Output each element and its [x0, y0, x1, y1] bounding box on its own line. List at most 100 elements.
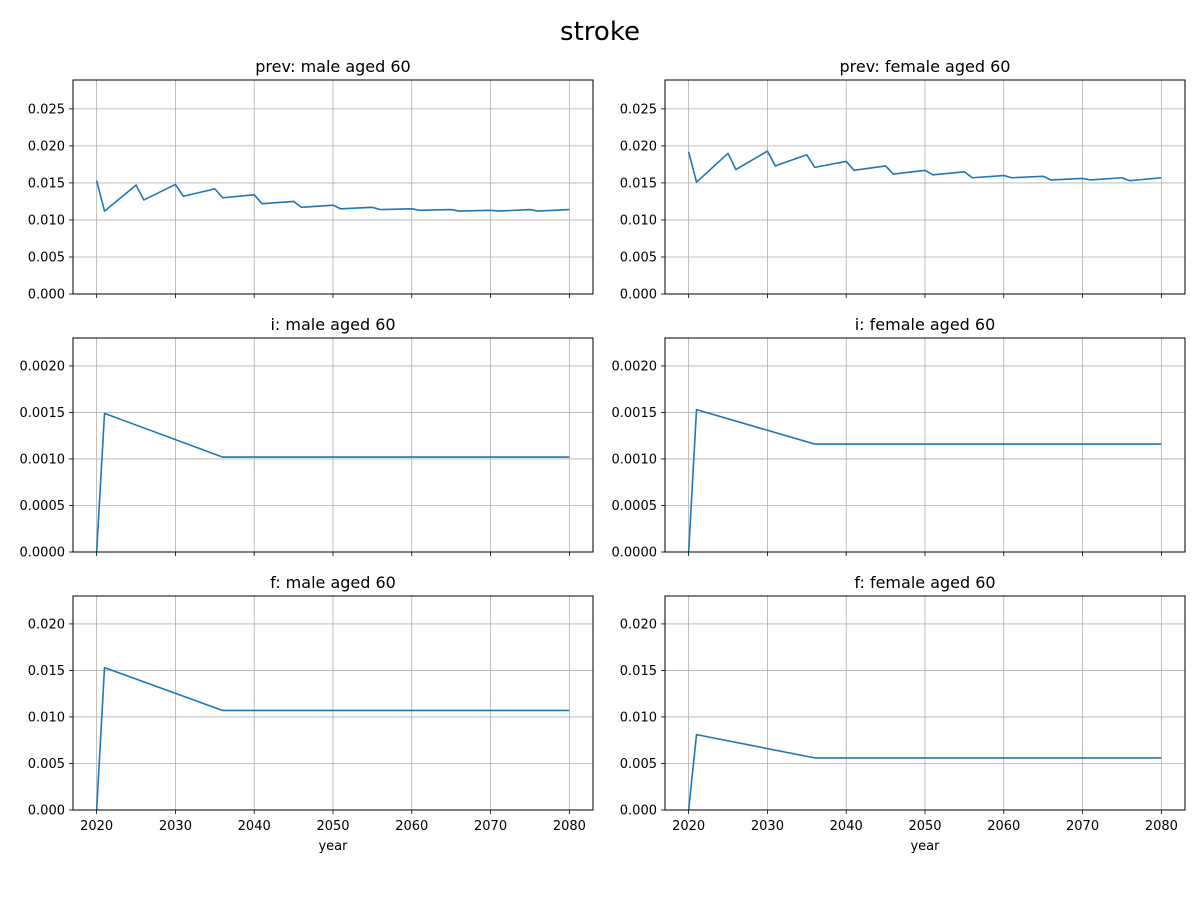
series-line: [687, 150, 1162, 183]
data-point: [104, 413, 105, 414]
y-tick-label: 0.010: [620, 710, 657, 725]
figure-title: stroke: [560, 17, 640, 47]
y-tick-label: 0.005: [620, 757, 657, 772]
y-tick-label: 0.0020: [612, 359, 658, 374]
data-point: [569, 209, 570, 210]
data-point: [964, 171, 965, 172]
data-point: [537, 210, 538, 211]
data-point: [490, 210, 491, 211]
subplot-title: prev: female aged 60: [840, 57, 1011, 76]
data-point: [814, 167, 815, 168]
y-tick-label: 0.0010: [612, 452, 658, 467]
subplot-title: prev: male aged 60: [255, 57, 410, 76]
data-point: [411, 208, 412, 209]
x-tick-label: 2050: [908, 819, 941, 834]
y-tick-label: 0.015: [620, 664, 657, 679]
y-tick-label: 0.000: [28, 804, 65, 819]
data-point: [1161, 757, 1162, 758]
data-point: [924, 170, 925, 171]
subplot-1: 0.000 0.005 0.010 0.015 0.020 0.025 prev: male…: [28, 57, 594, 303]
x-axis-label: year: [318, 839, 348, 854]
x-tick-label: 2060: [987, 819, 1020, 834]
data-point: [853, 170, 854, 171]
subplot-title: f: male aged 60: [270, 573, 396, 592]
data-point: [696, 409, 697, 410]
data-point: [1011, 177, 1012, 178]
y-tick-label: 0.020: [620, 617, 657, 632]
data-point: [529, 209, 530, 210]
y-tick-label: 0.010: [28, 710, 65, 725]
data-point: [569, 456, 570, 457]
data-point: [696, 182, 697, 183]
subplot-4: 0.0000 0.0005 0.0010 0.0015 0.0020 i: female …: [612, 315, 1186, 561]
y-tick-label: 0.0020: [20, 359, 66, 374]
series-line: [687, 733, 1162, 811]
y-tick-label: 0.0000: [612, 546, 658, 561]
data-point: [735, 169, 736, 170]
y-tick-label: 0.020: [28, 617, 65, 632]
series-line: [95, 412, 570, 553]
data-point: [569, 710, 570, 711]
data-point: [1161, 443, 1162, 444]
data-point: [222, 456, 223, 457]
y-tick-label: 0.005: [28, 757, 65, 772]
data-point: [451, 209, 452, 210]
data-point: [293, 201, 294, 202]
data-point: [175, 184, 176, 185]
data-point: [143, 199, 144, 200]
data-point: [1161, 177, 1162, 178]
data-point: [458, 210, 459, 211]
data-point: [419, 210, 420, 211]
data-point: [222, 710, 223, 711]
data-point: [1050, 179, 1051, 180]
data-point: [846, 161, 847, 162]
data-point: [1082, 178, 1083, 179]
data-point: [222, 197, 223, 198]
data-point: [1090, 179, 1091, 180]
subplot-title: f: female aged 60: [854, 573, 995, 592]
y-tick-label: 0.000: [620, 288, 657, 303]
data-point: [1003, 175, 1004, 176]
data-point: [332, 205, 333, 206]
data-point: [932, 174, 933, 175]
x-tick-label: 2040: [238, 819, 271, 834]
data-point: [183, 196, 184, 197]
series-line: [95, 180, 570, 212]
data-point: [727, 153, 728, 154]
y-tick-label: 0.0005: [20, 499, 66, 514]
y-tick-label: 0.0010: [20, 452, 66, 467]
data-point: [767, 150, 768, 151]
x-tick-label: 2030: [751, 819, 784, 834]
subplot-6: 2020 2030 2040 2050 2060 2070 2080 0.000 0.005 0.…: [620, 573, 1186, 854]
data-point: [104, 667, 105, 668]
subplot-title: i: female aged 60: [855, 315, 996, 334]
series-line: [687, 408, 1162, 553]
y-tick-label: 0.0015: [20, 406, 66, 421]
x-tick-label: 2040: [830, 819, 863, 834]
data-point: [688, 151, 689, 152]
y-tick-label: 0.005: [620, 250, 657, 265]
data-point: [96, 180, 97, 181]
data-point: [104, 210, 105, 211]
y-tick-label: 0.025: [620, 102, 657, 117]
x-axis-label: year: [910, 839, 940, 854]
x-tick-label: 2050: [316, 819, 349, 834]
y-tick-label: 0.020: [620, 139, 657, 154]
data-point: [1043, 176, 1044, 177]
data-point: [814, 757, 815, 758]
x-tick-label: 2020: [672, 819, 705, 834]
subplot-3: 0.0000 0.0005 0.0010 0.0015 0.0020 i: male ag…: [20, 315, 594, 561]
y-tick-label: 0.0005: [612, 499, 658, 514]
data-point: [498, 210, 499, 211]
series-line: [95, 666, 570, 811]
y-tick-label: 0.010: [620, 213, 657, 228]
data-point: [775, 165, 776, 166]
x-tick-label: 2080: [553, 819, 586, 834]
data-point: [214, 188, 215, 189]
y-tick-label: 0.015: [28, 664, 65, 679]
subplot-title: i: male aged 60: [270, 315, 395, 334]
y-tick-label: 0.000: [620, 804, 657, 819]
data-point: [814, 443, 815, 444]
